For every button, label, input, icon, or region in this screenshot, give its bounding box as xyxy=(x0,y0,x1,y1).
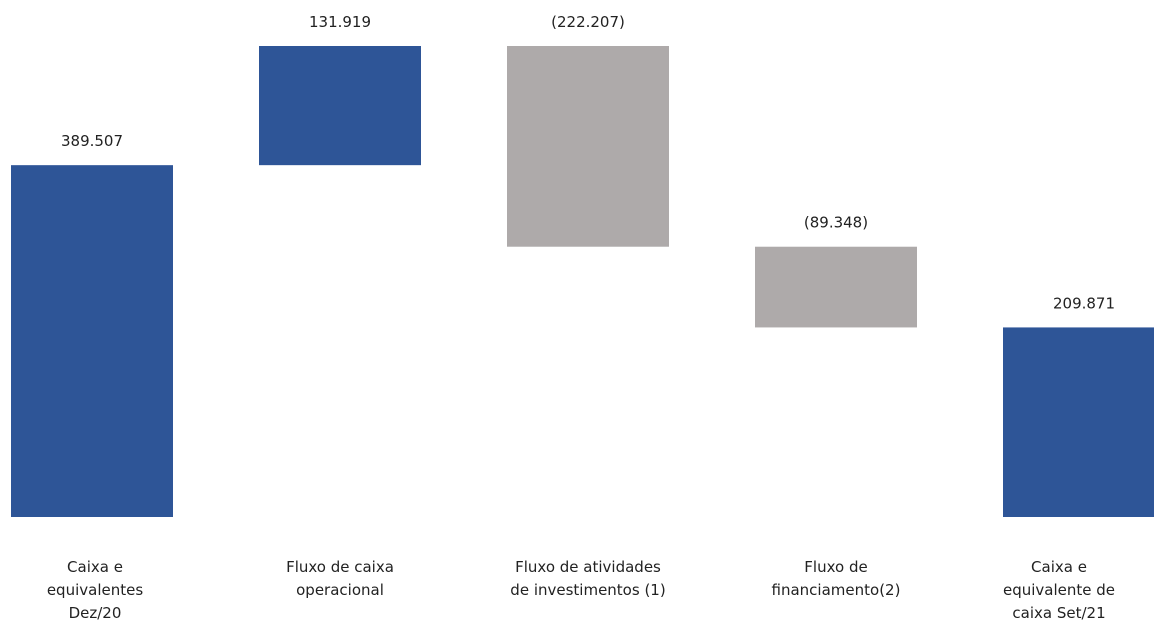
bar-4 xyxy=(755,246,917,328)
bar-2 xyxy=(259,46,421,166)
category-label-5: Caixa e equivalente de caixa Set/21 xyxy=(1002,558,1116,622)
bar-5 xyxy=(1003,327,1154,517)
value-label-4: (89.348) xyxy=(804,214,868,232)
value-labels-group: 389.507 131.919 (222.207) (89.348) 209.871 xyxy=(61,13,1115,312)
value-label-1: 389.507 xyxy=(61,132,123,150)
value-label-2: 131.919 xyxy=(309,13,371,31)
category-label-4: Fluxo de financiamento(2) xyxy=(771,558,901,599)
category-label-2: Fluxo de caixa operacional xyxy=(286,558,394,599)
bar-1 xyxy=(11,165,173,518)
bars-group xyxy=(11,46,1154,518)
category-label-3: Fluxo de atividades de investimentos (1) xyxy=(510,558,666,599)
value-label-3: (222.207) xyxy=(551,13,625,31)
value-label-5: 209.871 xyxy=(1053,294,1115,312)
category-label-1: Caixa e equivalentes Dez/20 xyxy=(46,558,144,622)
bar-3 xyxy=(507,46,669,247)
